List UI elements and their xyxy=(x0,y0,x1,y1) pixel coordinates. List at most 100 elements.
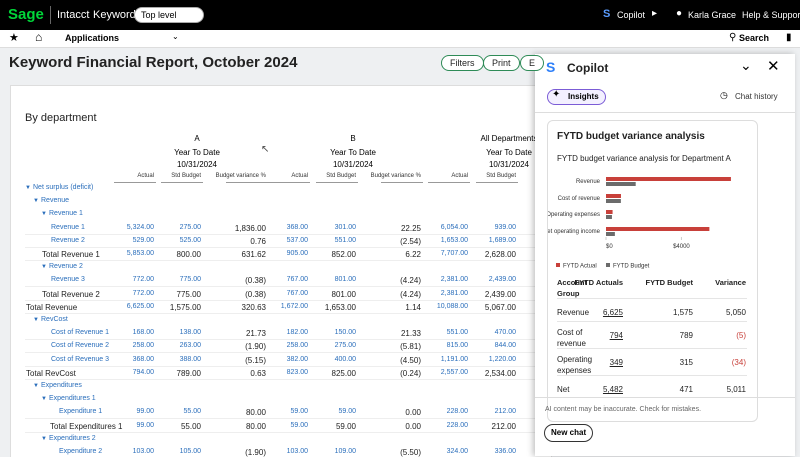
expand-icon[interactable]: ▼ xyxy=(33,198,39,205)
row-label[interactable]: Expenditures 2 xyxy=(49,434,96,442)
bookmark-icon[interactable]: ▮ xyxy=(786,32,792,43)
report-button[interactable]: Filters xyxy=(441,55,484,71)
cell-value[interactable]: 470.00 xyxy=(494,329,516,337)
cell-value[interactable]: 59.00 xyxy=(290,421,308,429)
cell-value[interactable]: 109.00 xyxy=(334,448,356,455)
cell-value[interactable]: 844.00 xyxy=(494,342,516,350)
table-value[interactable]: 5,482 xyxy=(602,385,623,394)
row-label[interactable]: Cost of Revenue 1 xyxy=(51,329,109,337)
row-label[interactable]: RevCost xyxy=(41,316,68,323)
cell-value[interactable]: 275.00 xyxy=(179,223,201,231)
row-label[interactable]: Cost of Revenue 3 xyxy=(51,355,109,363)
row-label[interactable]: Revenue xyxy=(41,197,70,205)
expand-icon[interactable]: ▼ xyxy=(41,211,47,218)
row-label[interactable]: Revenue 1 xyxy=(51,223,85,231)
cell-value[interactable]: 2,381.00 xyxy=(440,276,468,284)
cell-value[interactable]: 767.00 xyxy=(286,289,308,297)
cell-value[interactable]: 55.00 xyxy=(183,408,201,416)
cell-value[interactable]: 99.00 xyxy=(136,421,154,429)
cell-value[interactable]: 168.00 xyxy=(132,329,154,337)
cell-value[interactable]: 105.00 xyxy=(179,448,201,455)
cell-value[interactable]: 382.00 xyxy=(286,355,308,363)
cell-value[interactable]: 388.00 xyxy=(179,355,201,363)
cell-value[interactable]: 1,220.00 xyxy=(488,355,516,363)
cell-value[interactable]: 150.00 xyxy=(334,329,356,337)
cell-value[interactable]: 6,054.00 xyxy=(440,223,468,231)
cell-value[interactable]: 182.00 xyxy=(286,329,308,337)
cell-value[interactable]: 103.00 xyxy=(132,448,154,455)
cell-value[interactable]: 59.00 xyxy=(290,408,308,416)
cell-value[interactable]: 324.00 xyxy=(446,448,468,455)
cell-value[interactable]: 5,853.00 xyxy=(126,250,154,257)
applications-menu[interactable]: Applications xyxy=(65,33,120,43)
expand-icon[interactable]: ▼ xyxy=(33,383,39,389)
cell-value[interactable]: 5,324.00 xyxy=(126,223,154,231)
row-label[interactable]: Expenditures 1 xyxy=(49,395,96,403)
cell-value[interactable]: 537.00 xyxy=(286,236,308,244)
cell-value[interactable]: 212.00 xyxy=(494,408,516,416)
user-name[interactable]: Karla Grace xyxy=(688,10,737,20)
expand-icon[interactable]: ▼ xyxy=(33,317,39,323)
row-label[interactable]: Revenue 3 xyxy=(51,276,85,284)
cell-value[interactable]: 7,707.00 xyxy=(440,250,468,257)
cell-value[interactable]: 1,191.00 xyxy=(440,355,468,363)
row-label[interactable]: Revenue 2 xyxy=(49,263,83,271)
history-tab[interactable]: Chat history xyxy=(735,92,778,101)
cell-value[interactable]: 905.00 xyxy=(286,250,308,257)
cell-value[interactable]: 400.00 xyxy=(334,355,356,363)
announce-icon[interactable]: ▸ xyxy=(652,8,658,19)
row-label[interactable]: Expenditures xyxy=(41,382,82,389)
cell-value[interactable]: 228.00 xyxy=(446,421,468,429)
table-value[interactable]: 794 xyxy=(609,331,623,340)
cell-value[interactable]: 138.00 xyxy=(179,329,201,337)
expand-icon[interactable]: ▼ xyxy=(41,435,47,442)
row-label[interactable]: Cost of Revenue 2 xyxy=(51,342,109,350)
cell-value[interactable]: 2,439.00 xyxy=(488,276,516,284)
cell-value[interactable]: 529.00 xyxy=(132,236,154,244)
cell-value[interactable]: 228.00 xyxy=(446,408,468,416)
cell-value[interactable]: 258.00 xyxy=(286,342,308,350)
new-chat-button[interactable]: New chat xyxy=(544,424,594,442)
cell-value[interactable]: 59.00 xyxy=(338,408,356,416)
expand-icon[interactable]: ▼ xyxy=(41,396,47,403)
cell-value[interactable]: 801.00 xyxy=(334,276,356,284)
help-link[interactable]: Help & Support xyxy=(742,10,800,20)
collapse-button[interactable]: ⌄ xyxy=(740,57,752,73)
cell-value[interactable]: 939.00 xyxy=(494,223,516,231)
cell-value[interactable]: 301.00 xyxy=(334,223,356,231)
cell-value[interactable]: 336.00 xyxy=(494,448,516,455)
row-label[interactable]: Revenue 1 xyxy=(49,210,83,218)
table-value[interactable]: 349 xyxy=(609,358,623,367)
home-icon[interactable]: ⌂ xyxy=(35,30,43,44)
cell-value[interactable]: 1,672.00 xyxy=(280,302,308,310)
cell-value[interactable]: 823.00 xyxy=(286,368,308,376)
cell-value[interactable]: 6,625.00 xyxy=(126,302,154,310)
cell-value[interactable]: 275.00 xyxy=(334,342,356,350)
cell-value[interactable]: 368.00 xyxy=(286,223,308,231)
star-icon[interactable]: ★ xyxy=(9,32,19,44)
row-label[interactable]: Net surplus (deficit) xyxy=(33,184,94,191)
cell-value[interactable]: 767.00 xyxy=(286,276,308,284)
table-value[interactable]: 6,625 xyxy=(602,308,623,317)
cell-value[interactable]: 794.00 xyxy=(132,368,154,376)
cell-value[interactable]: 551.00 xyxy=(334,236,356,244)
close-button[interactable]: ✕ xyxy=(767,58,780,75)
brand[interactable]: Sage xyxy=(8,6,44,23)
cell-value[interactable]: 10,088.00 xyxy=(436,302,468,310)
cell-value[interactable]: 1,689.00 xyxy=(488,236,516,244)
level-select[interactable]: Top level xyxy=(134,7,204,23)
cell-value[interactable]: 551.00 xyxy=(446,329,468,337)
row-label[interactable]: Expenditure 1 xyxy=(59,408,103,416)
search-link[interactable]: Search xyxy=(739,33,770,43)
cell-value[interactable]: 258.00 xyxy=(132,342,154,350)
copilot-link[interactable]: Copilot xyxy=(617,10,646,20)
cell-value[interactable]: 815.00 xyxy=(446,342,468,350)
report-button[interactable]: E xyxy=(520,55,545,71)
cell-value[interactable]: 99.00 xyxy=(136,408,154,416)
insights-tab[interactable]: Insights xyxy=(547,89,606,105)
cell-value[interactable]: 103.00 xyxy=(286,448,308,455)
cell-value[interactable]: 772.00 xyxy=(132,289,154,297)
cell-value[interactable]: 263.00 xyxy=(179,342,201,350)
cell-value[interactable]: 2,381.00 xyxy=(440,289,468,297)
cell-value[interactable]: 2,557.00 xyxy=(440,368,468,376)
